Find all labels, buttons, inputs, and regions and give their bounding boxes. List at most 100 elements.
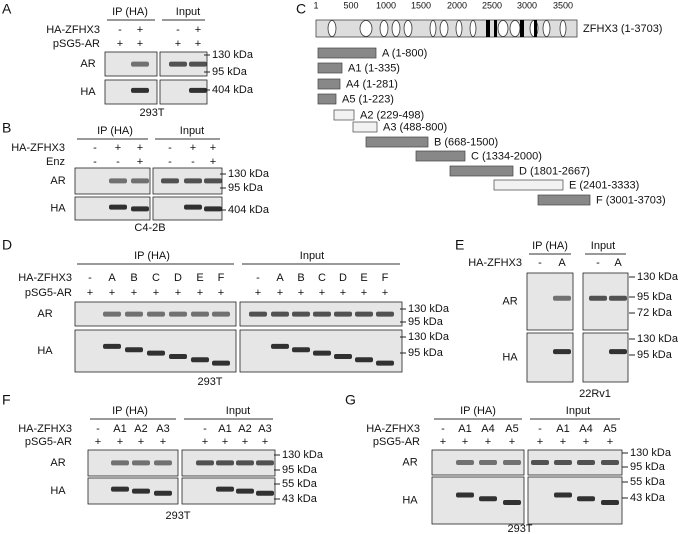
blot-image xyxy=(526,332,574,383)
lane-label: F xyxy=(382,272,389,284)
panel-label: B xyxy=(2,120,11,136)
fragment-label: A1 (1-335) xyxy=(348,62,400,74)
lane-label: + xyxy=(117,38,123,50)
fragment-bar xyxy=(317,78,341,90)
band xyxy=(355,357,373,363)
fragment-bar xyxy=(333,109,355,121)
cell-line: 293T xyxy=(197,376,222,388)
band xyxy=(313,311,331,317)
band xyxy=(184,204,202,210)
row-label: Enz xyxy=(46,156,65,168)
lane-label: + xyxy=(175,287,181,299)
lane-label: + xyxy=(109,287,115,299)
lane-label: + xyxy=(138,436,144,448)
homeodomain xyxy=(494,20,497,37)
lane-label: - xyxy=(93,142,97,154)
homeodomain xyxy=(534,20,537,37)
lane-label: - xyxy=(168,156,172,168)
band xyxy=(503,500,521,506)
band xyxy=(589,295,607,301)
band xyxy=(271,343,289,349)
band xyxy=(236,488,254,494)
ruler-label: 1 xyxy=(313,0,318,10)
size-marker: 130 kDa xyxy=(408,303,450,315)
group-header: Input xyxy=(226,405,250,417)
lane-label: E xyxy=(360,272,367,284)
size-marker: 95 kDa xyxy=(637,349,673,361)
band xyxy=(609,349,627,355)
size-marker: 95 kDa xyxy=(408,316,444,328)
lane-label: A3 xyxy=(258,423,271,435)
size-marker: 95 kDa xyxy=(408,347,444,359)
band xyxy=(103,343,121,349)
blot-label: AR xyxy=(50,457,65,469)
band xyxy=(154,460,172,466)
band xyxy=(531,460,549,465)
lane-label: + xyxy=(131,287,137,299)
size-marker: 72 kDa xyxy=(637,307,673,319)
fragment-label: B (668-1500) xyxy=(434,136,498,148)
blot-label: AR xyxy=(80,58,95,70)
lane-label: A xyxy=(276,272,284,284)
lane-label: A2 xyxy=(134,423,147,435)
homeodomain xyxy=(486,20,490,37)
lane-label: + xyxy=(115,142,121,154)
lane-label: + xyxy=(197,287,203,299)
lane-label: A4 xyxy=(579,423,592,435)
blot-label: HA xyxy=(80,86,96,98)
size-marker: 404 kDa xyxy=(228,204,270,216)
band xyxy=(292,347,310,353)
band xyxy=(553,295,571,301)
band xyxy=(196,460,214,466)
lane-label: B xyxy=(297,272,304,284)
band xyxy=(125,347,143,353)
band xyxy=(577,460,595,465)
lane-label: A5 xyxy=(603,423,616,435)
blot-label: HA xyxy=(37,345,53,357)
band xyxy=(334,353,352,359)
blot-panel: D IP (HA) Input HA-ZFHX3 - A B C D E F - A B C D E FpSG5-… xyxy=(2,237,450,388)
band xyxy=(109,178,127,184)
lane-label: A2 xyxy=(238,423,251,435)
lane-label: - xyxy=(96,423,100,435)
band xyxy=(216,460,234,466)
lane-label: E xyxy=(196,272,203,284)
lane-label: + xyxy=(137,24,143,36)
homeodomain xyxy=(520,20,524,37)
group-header: IP (HA) xyxy=(97,125,133,137)
lane-label: - xyxy=(191,156,195,168)
lane-label: - xyxy=(93,156,97,168)
band xyxy=(376,311,394,317)
blot-label: HA xyxy=(50,485,66,497)
lane-label: - xyxy=(88,272,92,284)
zinc-finger xyxy=(359,20,373,37)
lane-label: A xyxy=(558,257,566,269)
cell-line: 293T xyxy=(139,107,164,119)
band xyxy=(456,492,474,498)
blot-panel: G IP (HA) Input HA-ZFHX3 - A1 A4 A5 - A1 A4 A5 pSG5-… xyxy=(345,392,672,534)
fragment-bar xyxy=(449,165,514,177)
ruler-label: 3500 xyxy=(553,0,573,10)
size-marker: 95 kDa xyxy=(637,291,673,303)
fragment-label: D (1801-2667) xyxy=(519,165,590,177)
panel-label: A xyxy=(2,1,12,17)
lane-label: - xyxy=(538,423,542,435)
lane-label: + xyxy=(153,287,159,299)
band xyxy=(609,295,627,301)
lane-label: F xyxy=(218,272,225,284)
row-label: HA-ZFHX3 xyxy=(11,142,65,154)
lane-label: - xyxy=(116,156,120,168)
size-marker: 130 kDa xyxy=(637,333,679,345)
group-header: Input xyxy=(176,6,200,18)
band xyxy=(204,178,222,184)
blot-image xyxy=(104,79,158,105)
lane-label: + xyxy=(117,436,123,448)
band xyxy=(334,311,352,317)
blot-label: HA xyxy=(402,494,418,506)
band xyxy=(212,311,230,317)
fragment-bar xyxy=(317,47,377,59)
fragment-bar xyxy=(537,194,591,206)
band xyxy=(292,311,310,317)
group-header: Input xyxy=(180,125,204,137)
fragment-label: A3 (488-800) xyxy=(383,121,447,133)
